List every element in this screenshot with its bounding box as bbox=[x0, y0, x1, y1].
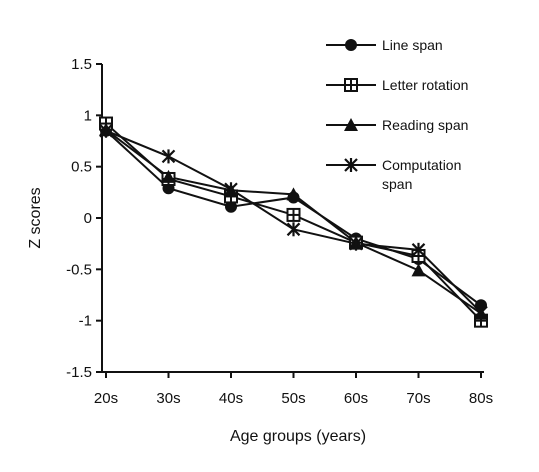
data-point-0-2 bbox=[225, 200, 237, 213]
y-tick-label: -1 bbox=[79, 313, 92, 330]
legend-label: Line span bbox=[382, 37, 443, 53]
legend-marker bbox=[344, 78, 358, 92]
series-markers bbox=[99, 116, 488, 328]
y-tick-label: -1.5 bbox=[66, 364, 92, 381]
legend-marker bbox=[344, 158, 358, 172]
legend-label: Reading span bbox=[382, 117, 468, 133]
x-tick-label: 80s bbox=[469, 390, 493, 407]
series-lines bbox=[105, 122, 482, 322]
data-point-1-3 bbox=[286, 207, 301, 222]
legend-item: Reading span bbox=[326, 117, 468, 133]
data-point-3-1 bbox=[161, 149, 176, 164]
data-point-2-5 bbox=[411, 263, 426, 277]
data-point-3-5 bbox=[411, 242, 426, 257]
data-point-2-3 bbox=[286, 187, 301, 201]
y-tick-label: 0.5 bbox=[71, 159, 92, 176]
x-tick-label: 50s bbox=[281, 390, 305, 407]
legend-item: Computation span bbox=[326, 157, 461, 192]
y-axis-label: Z scores bbox=[27, 187, 44, 248]
data-point-3-6 bbox=[474, 305, 488, 320]
data-point-2-1 bbox=[161, 169, 176, 183]
legend-label: Computation span bbox=[382, 157, 461, 192]
legend-item: Line span bbox=[326, 37, 443, 53]
data-point-3-2 bbox=[224, 182, 238, 197]
x-axis-ticks: 20s 30s 40s 50s 60s 70s 80s bbox=[94, 372, 493, 407]
legend-label: Letter rotation bbox=[382, 77, 468, 93]
x-tick-label: 30s bbox=[156, 390, 180, 407]
y-tick-label: 1.5 bbox=[71, 56, 92, 73]
data-point-3-4 bbox=[349, 236, 363, 251]
x-tick-label: 60s bbox=[344, 390, 368, 407]
y-tick-label: 1 bbox=[84, 107, 92, 124]
y-tick-label: 0 bbox=[84, 210, 92, 227]
chart-legend: Line span Letter rotation Reading span Comp… bbox=[326, 37, 468, 192]
x-axis-label: Age groups (years) bbox=[230, 428, 366, 445]
data-point-3-0 bbox=[99, 123, 113, 138]
y-tick-label: -0.5 bbox=[66, 261, 92, 278]
x-tick-label: 20s bbox=[94, 390, 118, 407]
legend-item: Letter rotation bbox=[326, 77, 468, 93]
legend-marker bbox=[345, 39, 357, 51]
x-tick-label: 40s bbox=[219, 390, 243, 407]
x-tick-label: 70s bbox=[406, 390, 430, 407]
y-axis-ticks: 1.5 1 0.5 0 -0.5 -1 -1.5 bbox=[66, 56, 102, 381]
data-point-3-3 bbox=[286, 222, 301, 237]
legend-marker bbox=[344, 118, 358, 131]
